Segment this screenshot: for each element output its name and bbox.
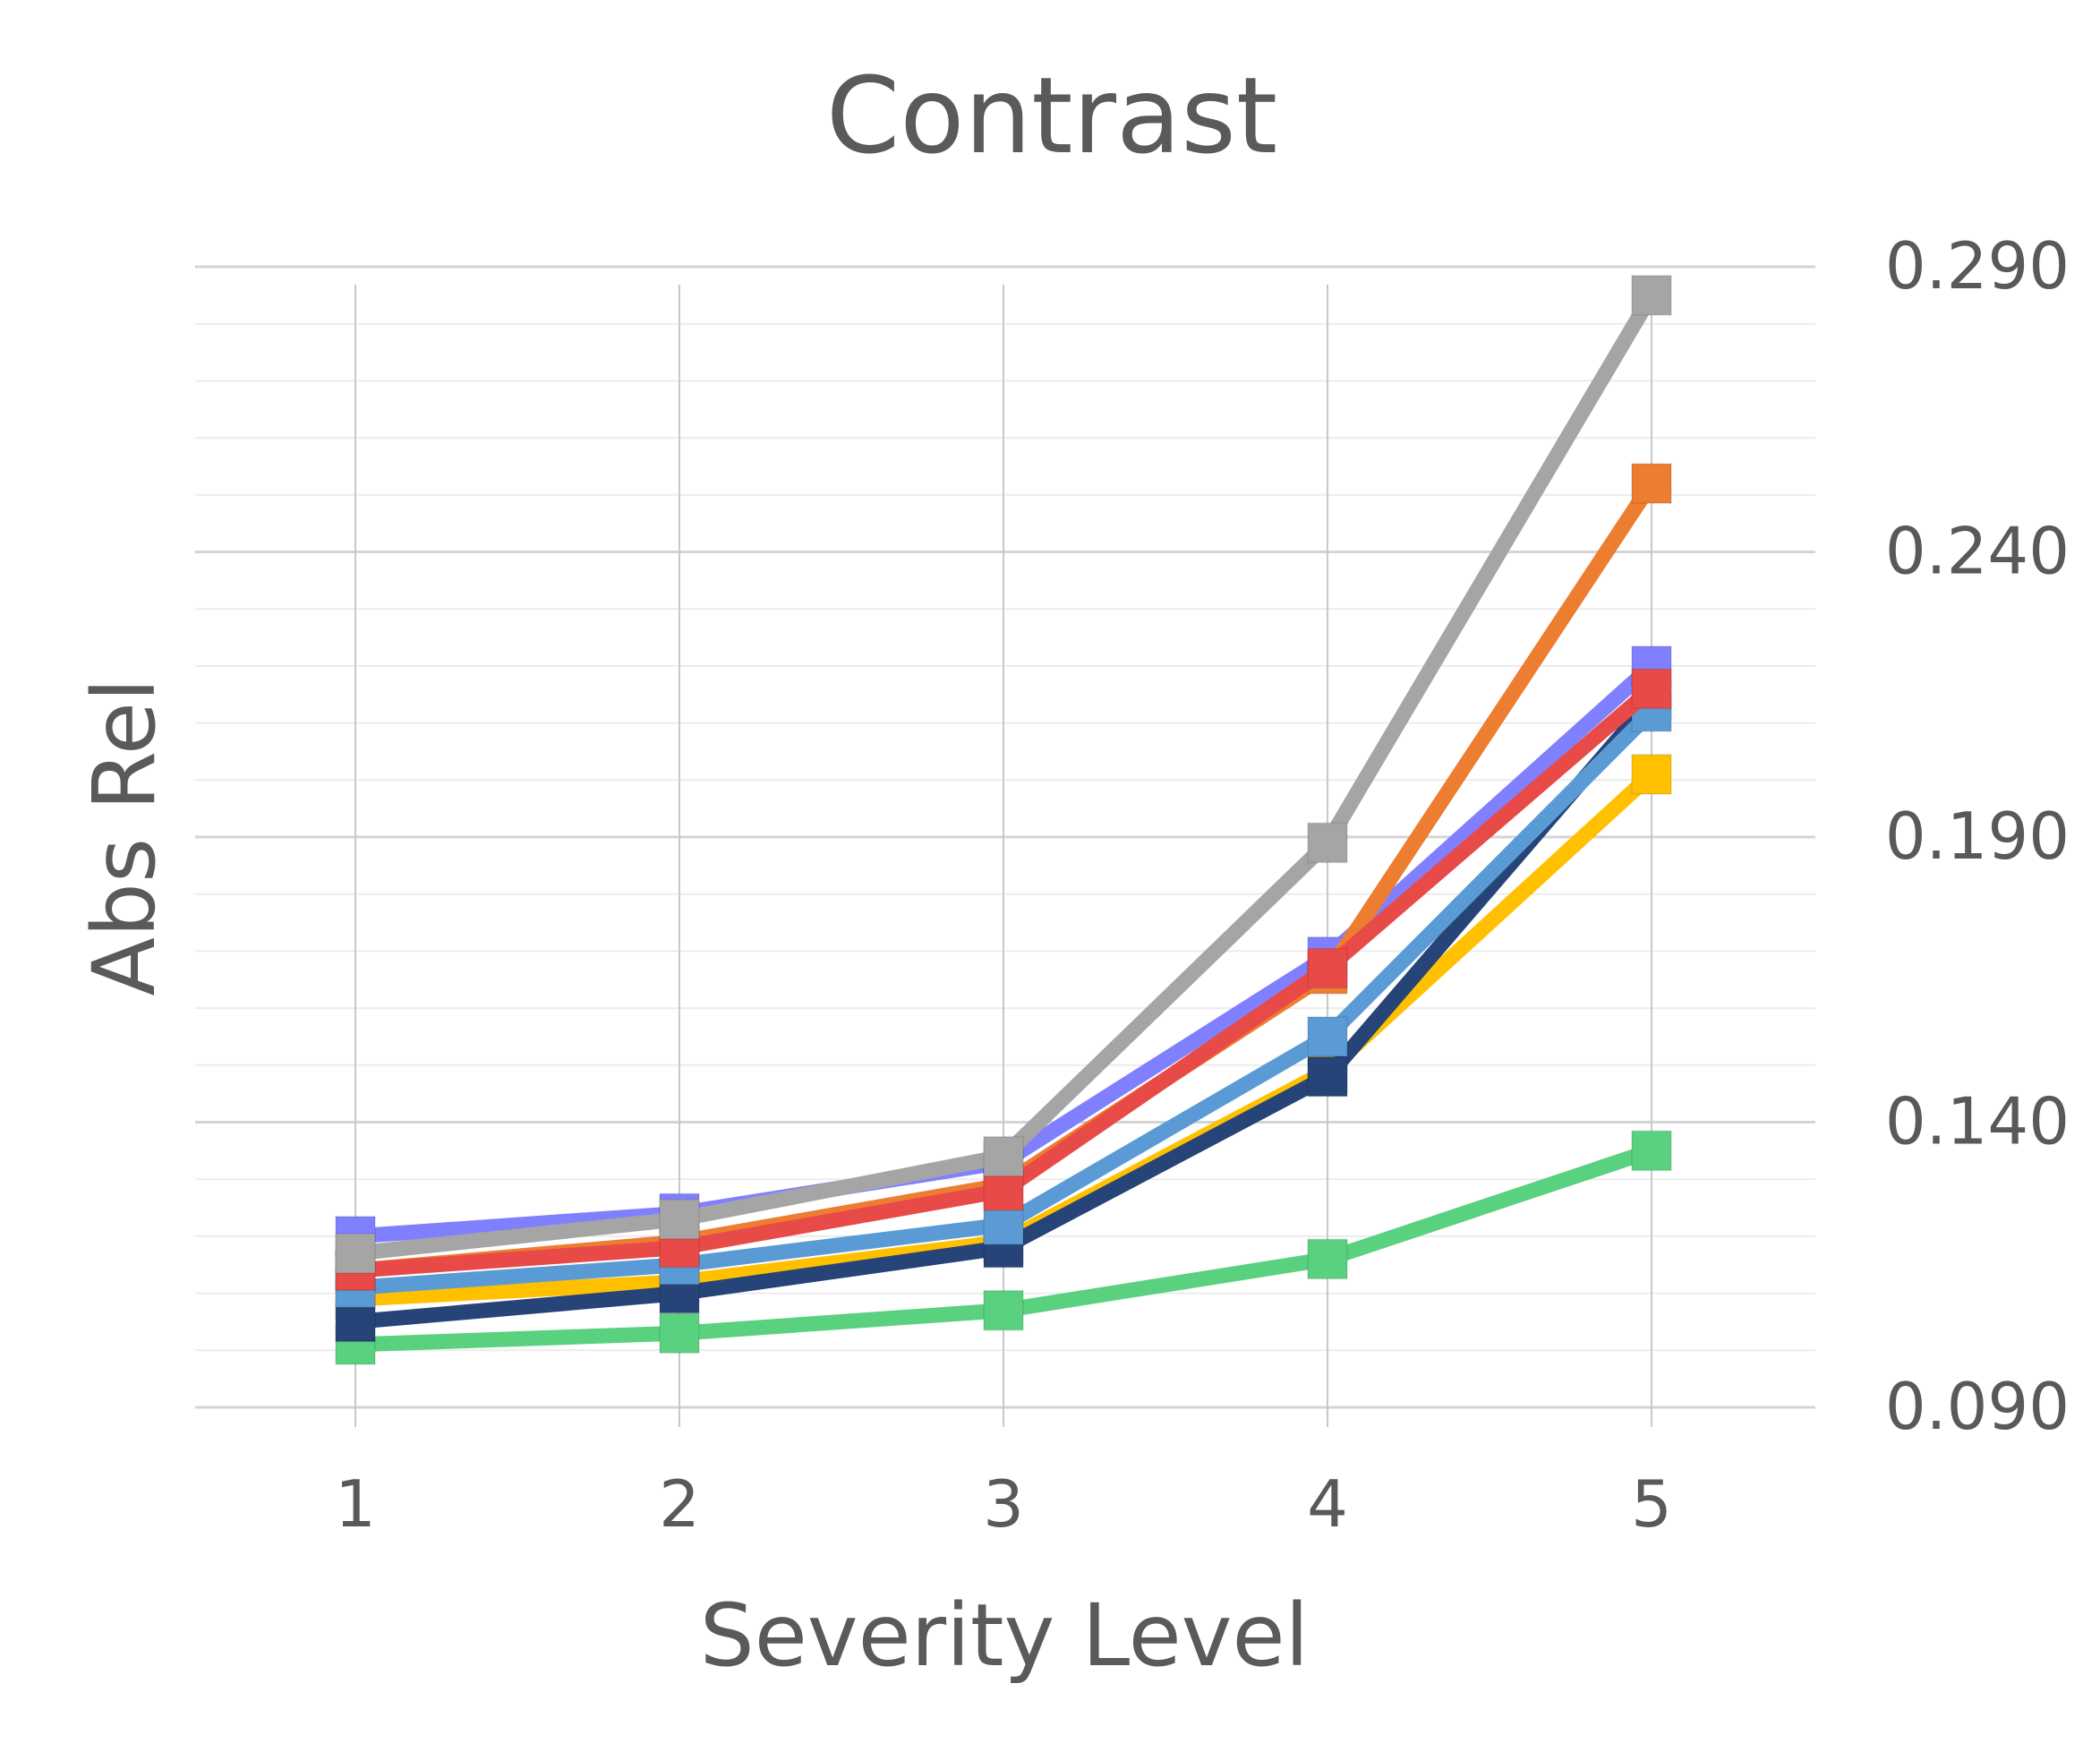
x-tick-label: 2 (659, 1466, 700, 1542)
x-tick-label: 4 (1307, 1466, 1348, 1542)
data-point-marker (1631, 463, 1672, 505)
x-axis-title: Severity Level (700, 1585, 1309, 1686)
data-point-marker (1307, 947, 1348, 989)
data-point-marker (1307, 1055, 1348, 1098)
x-tick-labels: 1 2 3 4 5 (335, 1466, 1672, 1542)
series-lines (335, 274, 1672, 1365)
data-point-marker (1631, 753, 1672, 795)
series-8 (335, 274, 1672, 1275)
x-tick-label: 5 (1631, 1466, 1672, 1542)
data-point-marker (1307, 1238, 1348, 1280)
data-point-marker (983, 1204, 1024, 1246)
data-point-marker (983, 1289, 1024, 1331)
gridlines (195, 265, 1815, 1409)
y-tick-label: 0.290 (1885, 228, 2070, 303)
data-point-marker (1307, 822, 1348, 864)
data-point-marker (983, 1135, 1024, 1177)
y-axis-title: Abs Rel (74, 678, 175, 996)
data-point-marker (1631, 1130, 1672, 1172)
data-point-marker (335, 1301, 376, 1343)
data-point-marker (1631, 668, 1672, 710)
series-1 (335, 1130, 1672, 1365)
chart-title: Contrast (826, 54, 1277, 177)
data-point-marker (659, 1312, 700, 1355)
y-tick-label: 0.140 (1885, 1084, 2070, 1159)
x-tick-label: 1 (335, 1466, 376, 1542)
y-tick-label: 0.090 (1885, 1369, 2070, 1444)
x-tick-label: 3 (983, 1466, 1024, 1542)
data-point-marker (335, 1233, 376, 1275)
y-tick-labels: 0.090 0.140 0.190 0.240 0.290 (1885, 228, 2070, 1444)
data-point-marker (1307, 1015, 1348, 1057)
data-point-marker (1631, 274, 1672, 316)
y-tick-label: 0.190 (1885, 799, 2070, 874)
data-point-marker (659, 1198, 700, 1240)
y-tick-label: 0.240 (1885, 514, 2070, 589)
